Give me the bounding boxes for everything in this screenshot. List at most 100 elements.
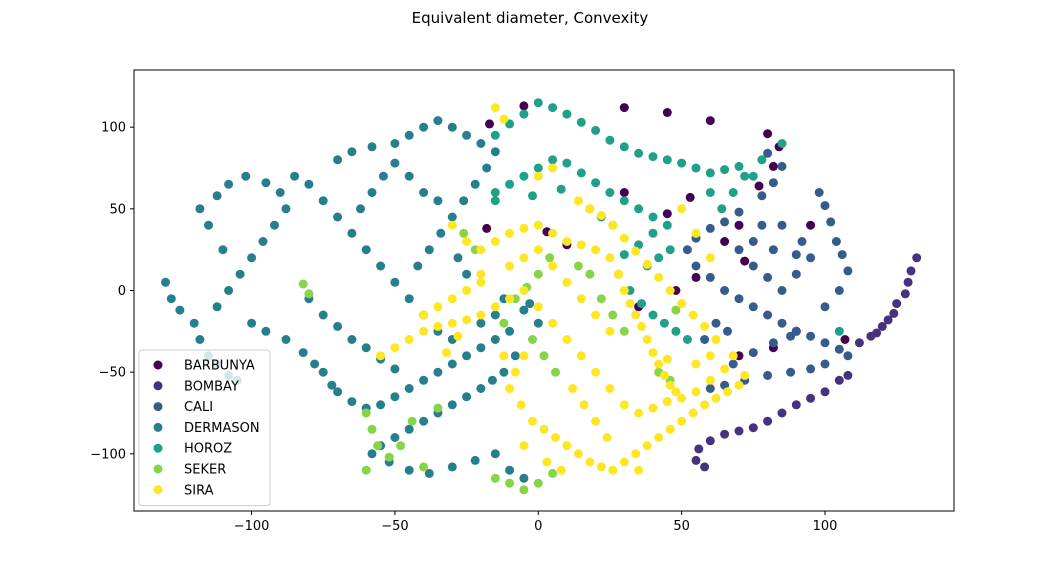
point-sira-20	[659, 370, 669, 380]
point-sira-32	[665, 286, 675, 295]
point-dermason-81	[419, 122, 429, 132]
point-sira-46	[447, 318, 457, 328]
legend-label-horoz: HOROZ	[184, 442, 232, 457]
point-seker-17	[499, 318, 509, 328]
point-sira-111	[579, 400, 589, 410]
point-seker-23	[608, 310, 618, 320]
point-dermason-9	[218, 245, 228, 255]
point-sira-8	[562, 237, 572, 246]
point-bombay-14	[806, 393, 816, 403]
point-sira-99	[533, 171, 543, 181]
point-sira-109	[442, 348, 451, 358]
point-sira-25	[705, 375, 715, 385]
point-horoz-18	[748, 171, 758, 181]
point-bombay-16	[777, 408, 787, 418]
point-sira-3	[490, 237, 500, 246]
point-sira-2	[476, 245, 486, 255]
point-cali-22	[806, 364, 816, 374]
point-dermason-22	[224, 286, 234, 295]
point-cali-29	[748, 348, 758, 358]
point-sira-21	[665, 380, 675, 390]
point-sira-73	[723, 387, 732, 397]
point-dermason-21	[235, 269, 245, 279]
point-dermason-95	[318, 310, 328, 320]
point-sira-113	[602, 433, 612, 442]
point-horoz-8	[605, 135, 615, 145]
point-sira-45	[462, 315, 472, 325]
point-sira-93	[605, 326, 615, 336]
point-seker-7	[407, 416, 417, 426]
point-sira-57	[539, 424, 549, 434]
point-cali-39	[814, 188, 824, 197]
point-dermason-35	[390, 392, 400, 402]
point-dermason-109	[490, 310, 500, 320]
point-sira-72	[711, 393, 721, 403]
point-dermason-112	[453, 253, 463, 263]
point-sira-11	[605, 253, 615, 263]
point-dermason-60	[470, 455, 480, 465]
point-barbunya-22	[485, 119, 494, 129]
point-barbunya-21	[482, 223, 492, 233]
point-sira-117	[556, 465, 566, 475]
point-dermason-69	[361, 245, 371, 255]
point-sira-54	[505, 384, 515, 393]
point-sira-53	[510, 367, 520, 377]
point-dermason-79	[390, 139, 400, 148]
point-dermason-44	[510, 351, 520, 361]
point-cali-46	[734, 245, 744, 255]
point-sira-68	[665, 424, 675, 434]
point-dermason-13	[224, 179, 234, 189]
point-seker-30	[419, 462, 429, 472]
point-dermason-14	[241, 171, 251, 181]
point-dermason-38	[433, 367, 443, 377]
point-sira-74	[734, 380, 744, 390]
point-dermason-80	[404, 130, 414, 140]
point-dermason-91	[436, 228, 446, 238]
point-sira-80	[591, 367, 601, 377]
point-cali-42	[791, 269, 801, 279]
point-sira-75	[740, 370, 750, 380]
point-dermason-30	[327, 380, 337, 390]
point-seker-4	[373, 441, 383, 451]
point-cali-19	[834, 344, 844, 354]
point-horoz-19	[490, 188, 500, 197]
point-sira-81	[605, 384, 615, 393]
point-sira-48	[419, 326, 429, 336]
point-cali-45	[748, 261, 758, 271]
point-sira-105	[705, 253, 715, 263]
point-seker-27	[551, 367, 560, 377]
series-cali	[682, 148, 853, 393]
point-barbunya-4	[763, 129, 773, 139]
point-horoz-37	[637, 299, 646, 309]
point-barbunya-3	[705, 116, 715, 126]
point-dermason-45	[499, 367, 509, 377]
point-cali-21	[820, 359, 830, 369]
point-dermason-72	[404, 294, 414, 304]
point-sira-98	[419, 310, 429, 320]
point-horoz-4	[548, 103, 558, 113]
point-sira-120	[634, 465, 644, 475]
point-dermason-32	[347, 397, 357, 407]
point-sira-116	[662, 354, 672, 364]
point-seker-16	[545, 253, 555, 263]
point-dermason-58	[424, 468, 434, 478]
point-sira-104	[691, 228, 701, 238]
point-dermason-24	[247, 318, 257, 328]
point-dermason-51	[419, 416, 429, 426]
point-horoz-10	[634, 148, 644, 158]
point-dermason-102	[367, 188, 377, 197]
point-seker-15	[533, 269, 543, 279]
point-sira-18	[648, 348, 658, 358]
point-sira-7	[548, 228, 558, 238]
point-seker-8	[519, 485, 529, 495]
point-horoz-9	[619, 142, 629, 152]
point-cali-6	[705, 223, 715, 233]
point-sira-30	[688, 310, 698, 320]
point-dermason-49	[447, 400, 457, 410]
y-tick-label: 0	[118, 284, 126, 299]
point-dermason-76	[333, 155, 343, 165]
point-sira-27	[728, 351, 738, 361]
y-axis: −100 −50 0 50 100	[90, 121, 134, 462]
point-dermason-17	[281, 204, 291, 214]
point-cali-14	[763, 310, 773, 320]
